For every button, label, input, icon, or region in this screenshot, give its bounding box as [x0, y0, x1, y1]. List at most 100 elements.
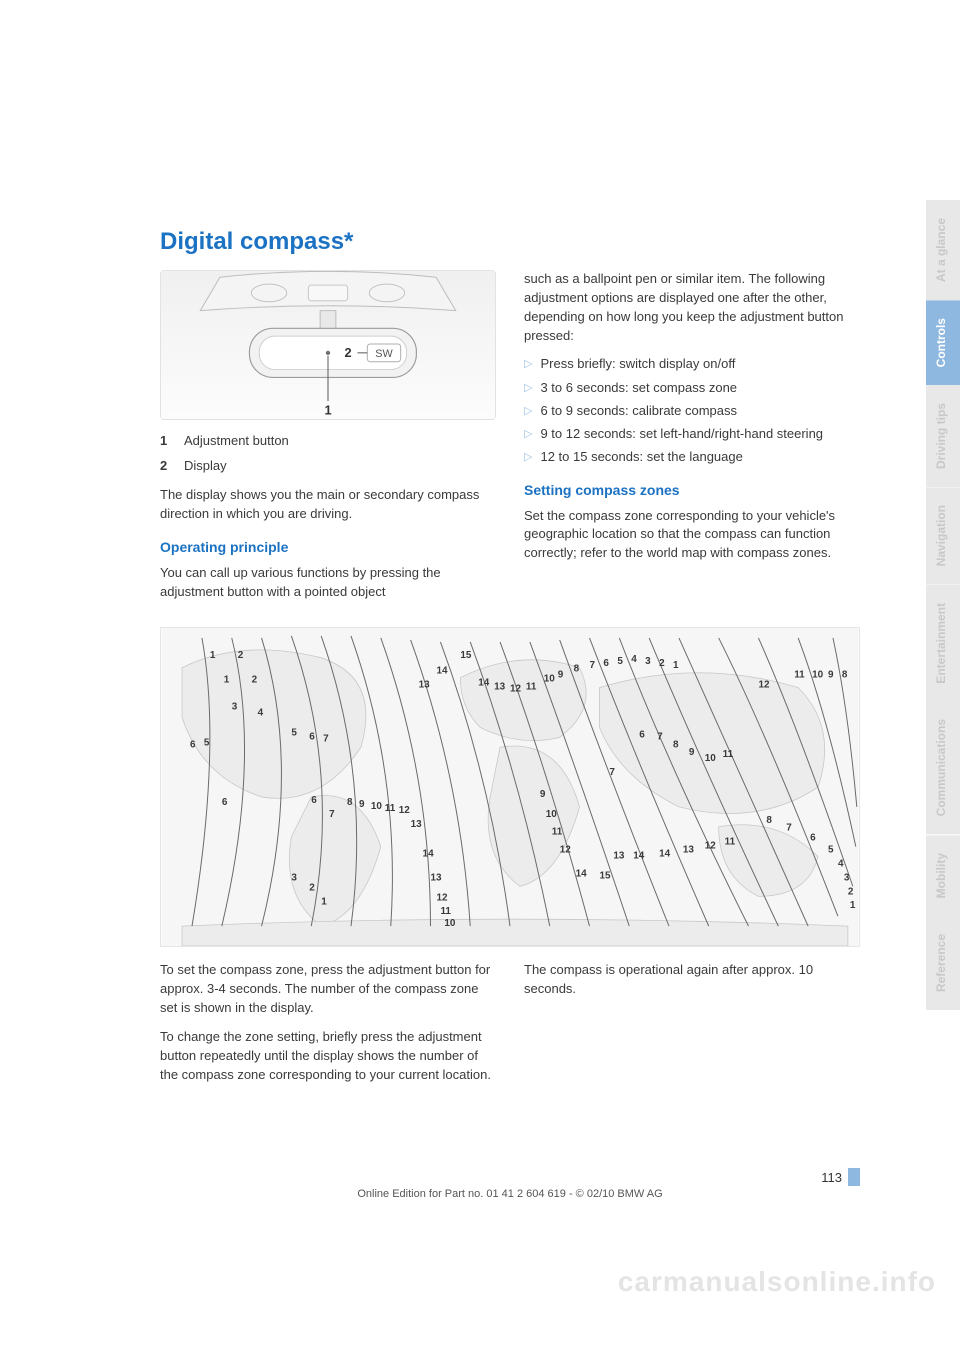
content-area: Digital compass*: [160, 228, 860, 1094]
svg-text:3: 3: [291, 873, 297, 884]
svg-text:10: 10: [705, 754, 717, 765]
svg-text:8: 8: [766, 815, 772, 826]
svg-text:12: 12: [758, 680, 770, 691]
paragraph: To set the compass zone, press the adjus…: [160, 961, 496, 1018]
svg-text:4: 4: [838, 859, 844, 870]
svg-text:4: 4: [631, 654, 637, 665]
left-column: SW 2 1 1 Adjustment button 2 Display: [160, 270, 496, 611]
svg-text:14: 14: [659, 849, 671, 860]
svg-text:6: 6: [603, 658, 609, 669]
svg-text:12: 12: [399, 805, 411, 816]
svg-text:9: 9: [689, 748, 695, 759]
svg-text:12: 12: [510, 684, 522, 695]
tab-at-a-glance[interactable]: At a glance: [926, 200, 960, 300]
bullet-text: 6 to 9 seconds: calibrate compass: [540, 402, 737, 420]
svg-text:15: 15: [599, 871, 611, 882]
svg-text:10: 10: [544, 674, 556, 685]
svg-text:1: 1: [673, 660, 679, 671]
svg-text:12: 12: [705, 841, 717, 852]
svg-text:11: 11: [725, 837, 736, 848]
svg-text:11: 11: [723, 750, 734, 761]
world-map-figure: 1212 3465 567 667 89101112 13141312 1110…: [160, 627, 860, 947]
svg-text:10: 10: [812, 670, 824, 681]
svg-text:5: 5: [204, 738, 210, 749]
svg-text:1: 1: [324, 403, 331, 418]
triangle-icon: ▷: [524, 355, 532, 373]
paragraph: Set the compass zone corresponding to yo…: [524, 507, 860, 564]
legend-text: Display: [184, 457, 227, 476]
svg-text:8: 8: [842, 670, 848, 681]
triangle-icon: ▷: [524, 448, 532, 466]
svg-text:11: 11: [526, 682, 537, 693]
svg-text:5: 5: [291, 728, 297, 739]
svg-text:10: 10: [546, 809, 558, 820]
svg-text:6: 6: [309, 732, 315, 743]
svg-text:2: 2: [848, 887, 854, 898]
svg-text:9: 9: [540, 789, 546, 800]
svg-text:8: 8: [347, 797, 353, 808]
svg-text:3: 3: [645, 656, 651, 667]
section-tabs: At a glance Controls Driving tips Naviga…: [926, 200, 960, 1010]
svg-text:13: 13: [494, 682, 506, 693]
svg-text:13: 13: [431, 873, 443, 884]
legend-row: 2 Display: [160, 457, 496, 476]
svg-text:11: 11: [385, 803, 396, 814]
svg-text:13: 13: [411, 819, 423, 830]
legend-text: Adjustment button: [184, 432, 289, 451]
svg-text:6: 6: [190, 740, 196, 751]
page-number-box: 113: [160, 1168, 860, 1186]
watermark: carmanualsonline.info: [618, 1266, 936, 1298]
bottom-left-column: To set the compass zone, press the adjus…: [160, 961, 496, 1094]
svg-text:2: 2: [659, 658, 665, 669]
svg-text:1: 1: [321, 897, 327, 908]
bullet-text: Press briefly: switch display on/off: [540, 355, 735, 373]
page-number: 113: [821, 1170, 842, 1185]
svg-text:14: 14: [423, 849, 435, 860]
triangle-icon: ▷: [524, 402, 532, 420]
bullet-item: ▷12 to 15 seconds: set the language: [524, 448, 860, 466]
svg-text:14: 14: [478, 678, 490, 689]
svg-text:1: 1: [210, 650, 216, 661]
tab-controls[interactable]: Controls: [926, 300, 960, 385]
subheading-operating-principle: Operating principle: [160, 537, 496, 557]
svg-text:3: 3: [232, 702, 238, 713]
bullet-item: ▷ 6 to 9 seconds: calibrate compass: [524, 402, 860, 420]
svg-text:14: 14: [633, 851, 645, 862]
triangle-icon: ▷: [524, 379, 532, 397]
tab-reference[interactable]: Reference: [926, 916, 960, 1010]
legend-num: 2: [160, 457, 174, 476]
svg-text:12: 12: [436, 893, 448, 904]
bullet-item: ▷ 3 to 6 seconds: set compass zone: [524, 379, 860, 397]
svg-text:1: 1: [224, 675, 230, 686]
svg-text:2: 2: [238, 650, 244, 661]
mirror-display-text: SW: [375, 348, 393, 360]
tab-entertainment[interactable]: Entertainment: [926, 585, 960, 702]
triangle-icon: ▷: [524, 425, 532, 443]
svg-text:13: 13: [419, 680, 431, 691]
intro-paragraph: The display shows you the main or second…: [160, 486, 496, 524]
bullet-text: 3 to 6 seconds: set compass zone: [540, 379, 737, 397]
svg-text:14: 14: [436, 666, 448, 677]
svg-text:2: 2: [309, 883, 315, 894]
bullet-item: ▷ 9 to 12 seconds: set left-hand/right-ha…: [524, 425, 860, 443]
svg-text:12: 12: [560, 845, 572, 856]
svg-text:11: 11: [794, 670, 805, 681]
svg-text:3: 3: [844, 873, 850, 884]
svg-text:7: 7: [329, 809, 335, 820]
svg-text:7: 7: [786, 823, 792, 834]
svg-text:9: 9: [359, 799, 365, 810]
svg-text:4: 4: [258, 708, 264, 719]
tab-communications[interactable]: Communications: [926, 701, 960, 834]
bullet-text: 9 to 12 seconds: set left-hand/right-han…: [540, 425, 823, 443]
tab-driving-tips[interactable]: Driving tips: [926, 385, 960, 487]
page-title: Digital compass*: [160, 228, 860, 256]
svg-text:6: 6: [810, 833, 816, 844]
svg-text:8: 8: [574, 664, 580, 675]
svg-text:5: 5: [617, 656, 623, 667]
tab-navigation[interactable]: Navigation: [926, 487, 960, 584]
svg-text:7: 7: [657, 732, 663, 743]
subheading-setting-zones: Setting compass zones: [524, 480, 860, 500]
legend-row: 1 Adjustment button: [160, 432, 496, 451]
svg-text:1: 1: [850, 901, 856, 912]
tab-mobility[interactable]: Mobility: [926, 835, 960, 916]
